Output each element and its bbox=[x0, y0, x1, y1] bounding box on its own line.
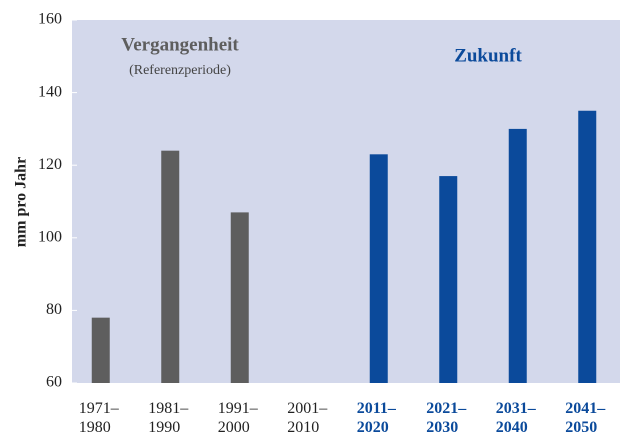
bar bbox=[369, 154, 388, 383]
legend-label: Zukunft bbox=[454, 45, 522, 66]
x-tick-label: 2021–2030 bbox=[426, 400, 467, 436]
x-tick-label: 1981–1990 bbox=[148, 400, 189, 436]
bar bbox=[439, 176, 458, 383]
x-tick-label: 2001–2010 bbox=[287, 400, 328, 436]
x-tick-label: 2011–2020 bbox=[356, 400, 396, 436]
bar bbox=[230, 212, 249, 383]
annotation: (Referenzperiode) bbox=[129, 63, 231, 78]
y-tick-label: 160 bbox=[38, 11, 62, 28]
bar bbox=[91, 317, 110, 383]
y-axis-label: mm pro Jahr bbox=[13, 157, 30, 247]
x-tick-label: 2031–2040 bbox=[495, 400, 536, 436]
y-tick-label: 80 bbox=[46, 301, 62, 318]
y-tick-label: 100 bbox=[38, 228, 62, 245]
bar bbox=[161, 150, 180, 383]
x-tick-label: 2041–2050 bbox=[565, 400, 606, 436]
bar bbox=[508, 128, 527, 383]
legend-label: Vergangenheit bbox=[121, 34, 239, 55]
x-tick-label: 1971–1980 bbox=[78, 400, 119, 436]
y-tick-label: 60 bbox=[46, 374, 62, 391]
y-tick-label: 140 bbox=[38, 83, 62, 100]
x-tick-label: 1991–2000 bbox=[217, 400, 258, 436]
bar bbox=[578, 110, 597, 383]
y-tick-label: 120 bbox=[38, 156, 62, 173]
